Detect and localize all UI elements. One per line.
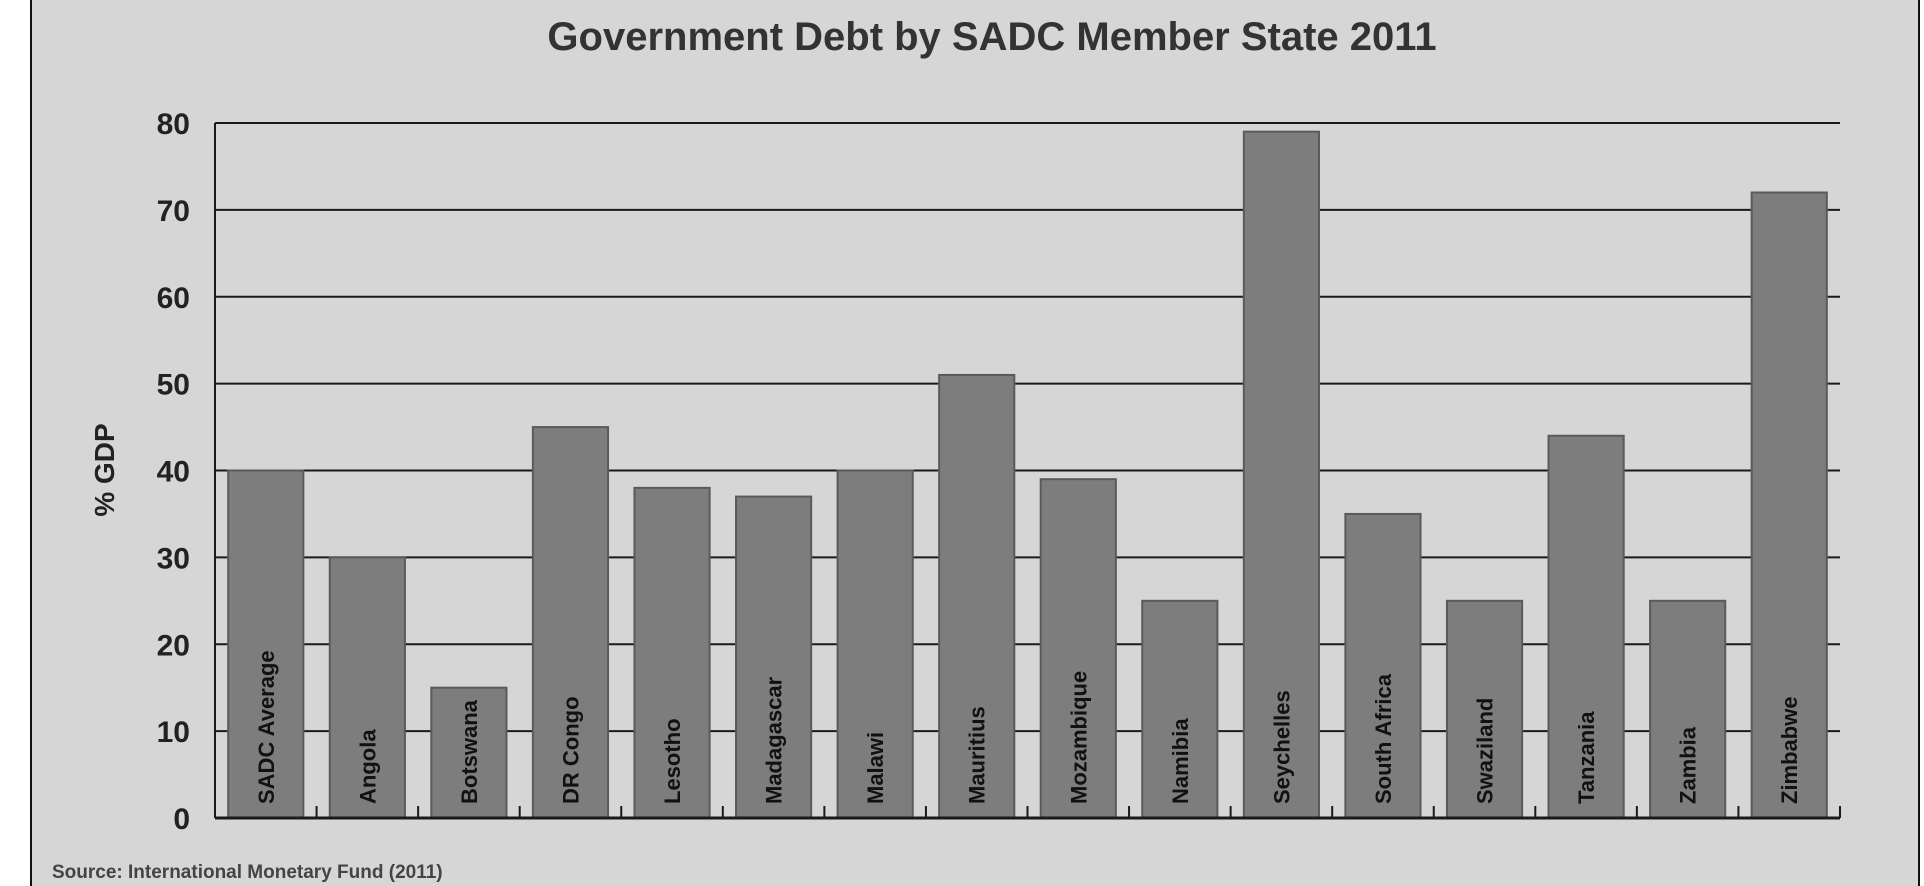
category-label: Namibia — [1168, 718, 1193, 804]
y-tick-label: 10 — [157, 716, 190, 749]
y-tick-label: 0 — [173, 803, 190, 836]
bar-sadc-average — [227, 469, 305, 819]
bar-chart: Government Debt by SADC Member State 201… — [52, 15, 1841, 883]
y-tick-label: 40 — [157, 456, 190, 489]
category-label: Malawi — [863, 732, 888, 804]
bar-malawi — [836, 469, 914, 819]
category-labels: SADC Average Angola Botswana DR Congo Lesoth… — [254, 650, 1802, 804]
bar-mauritius — [938, 373, 1016, 819]
chart-panel: Government Debt by SADC Member State 201… — [30, 0, 1920, 886]
category-label: Botswana — [457, 699, 482, 804]
category-label: Lesotho — [660, 718, 685, 804]
axes — [214, 123, 1841, 820]
y-tick-label: 50 — [157, 369, 190, 402]
category-label: Mozambique — [1066, 671, 1091, 804]
category-label: Zambia — [1676, 726, 1701, 804]
category-label: Madagascar — [762, 676, 787, 804]
bar-lesotho — [633, 486, 711, 819]
y-tick-label: 70 — [157, 195, 190, 228]
source-note: Source: International Monetary Fund (201… — [52, 862, 443, 883]
category-label: South Africa — [1371, 673, 1396, 804]
bar-zimbabwe — [1750, 191, 1828, 819]
grid-lines — [215, 122, 1840, 733]
y-tick-label: 80 — [157, 108, 190, 141]
category-label: Mauritius — [965, 706, 990, 804]
y-tick-label: 60 — [157, 282, 190, 315]
bar-madagascar — [735, 495, 813, 819]
category-label: SADC Average — [254, 650, 279, 804]
category-label: Seychelles — [1269, 690, 1294, 804]
category-label: Angola — [355, 729, 380, 804]
bar-botswana — [430, 686, 508, 819]
bar-seychelles — [1242, 130, 1320, 819]
category-label: DR Congo — [558, 696, 583, 804]
bars — [227, 130, 1828, 819]
category-label: Tanzania — [1574, 711, 1599, 804]
category-label: Zimbabwe — [1777, 696, 1802, 804]
bar-zambia — [1649, 599, 1727, 819]
category-label: Swaziland — [1473, 698, 1498, 804]
bar-dr-congo — [531, 426, 610, 819]
bar-south-africa — [1344, 512, 1422, 819]
chart-title: Government Debt by SADC Member State 201… — [547, 15, 1436, 59]
y-tick-labels: 0 10 20 30 40 50 60 70 80 — [157, 108, 190, 836]
bar-namibia — [1141, 599, 1219, 819]
y-axis-label: % GDP — [89, 423, 120, 516]
y-tick-label: 30 — [157, 542, 190, 575]
y-tick-label: 20 — [157, 629, 190, 662]
bar-tanzania — [1547, 434, 1625, 819]
